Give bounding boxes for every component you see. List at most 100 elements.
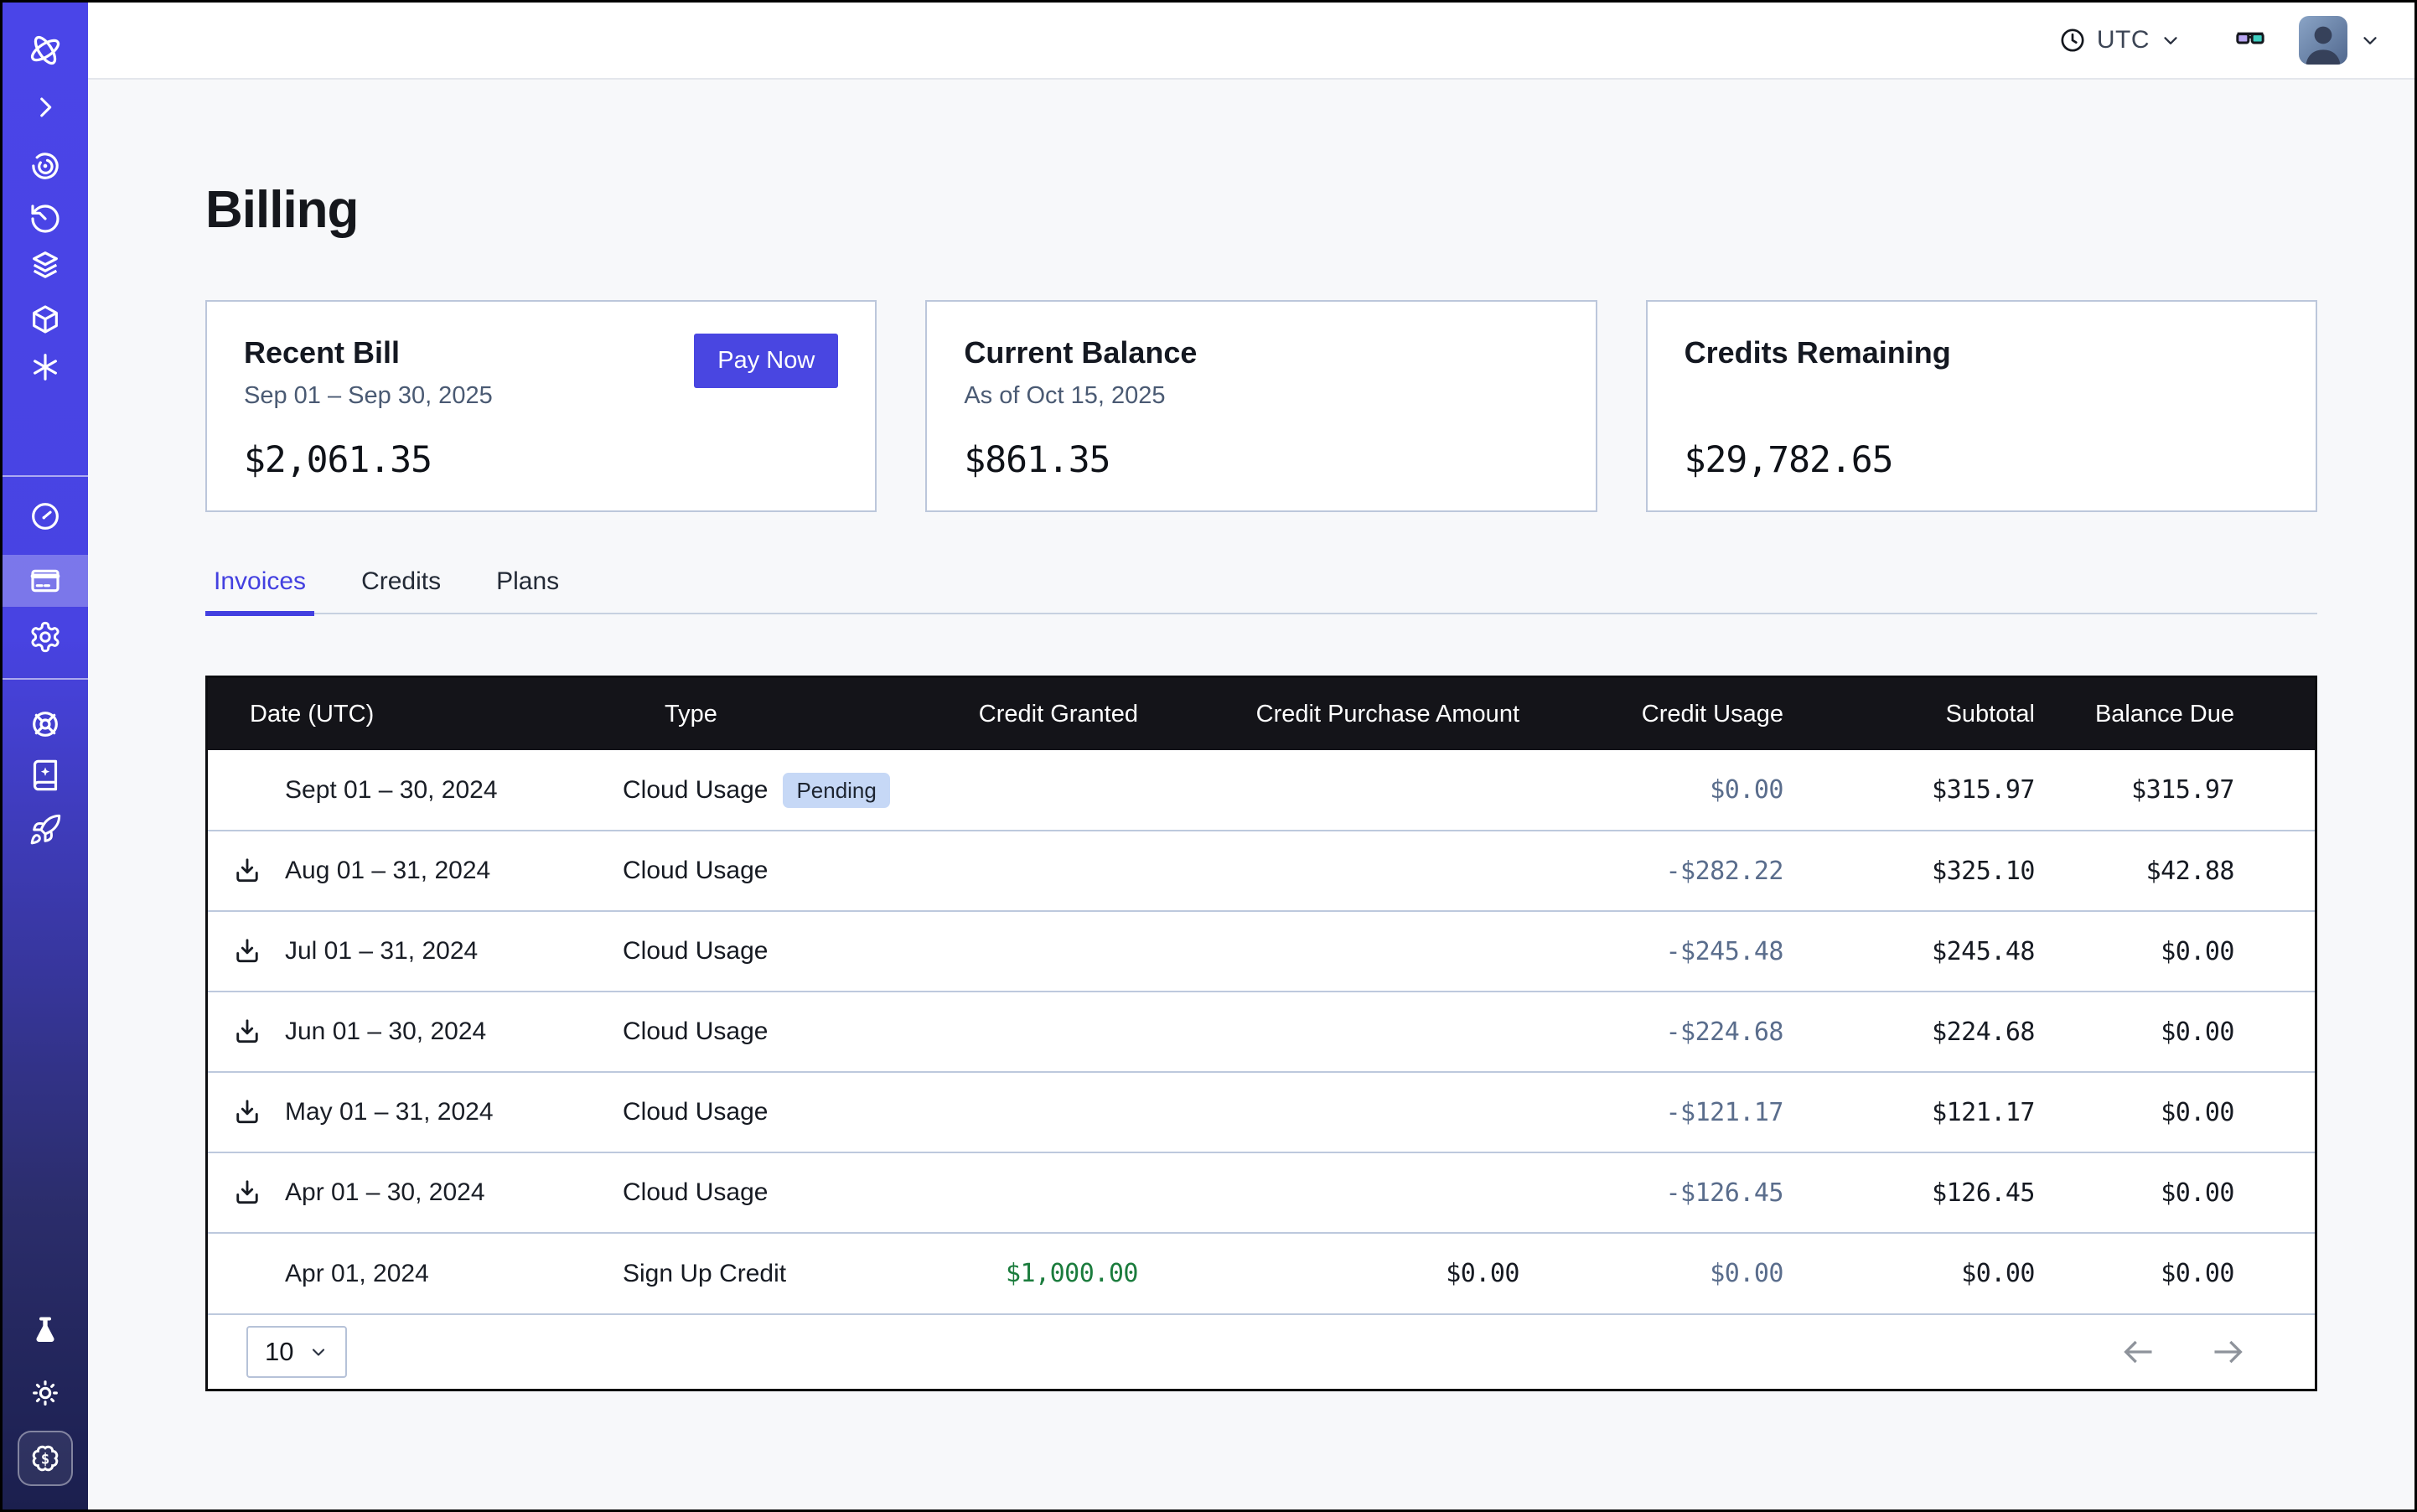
invoice-period: Apr 01 – 30, 2024 xyxy=(285,1178,485,1207)
credit-purchase-amount-cell xyxy=(1172,1072,1553,1152)
clock-icon xyxy=(2058,26,2087,54)
credit-usage-cell: -$282.22 xyxy=(1553,831,1817,911)
card-subtitle: As of Oct 15, 2025 xyxy=(964,382,1558,412)
sidebar-item-support[interactable] xyxy=(28,707,62,741)
download-placeholder xyxy=(231,1258,263,1290)
sidebar-item-usage[interactable] xyxy=(28,500,62,533)
credit-granted-cell xyxy=(912,992,1172,1072)
invoice-type: Cloud Usage xyxy=(623,937,768,966)
sidebar-item-assistant[interactable] xyxy=(29,351,61,383)
user-avatar[interactable] xyxy=(2299,16,2347,65)
sidebar-item-labs[interactable] xyxy=(28,1314,62,1348)
chevron-down-icon xyxy=(2359,29,2381,51)
credit-usage-cell: -$121.17 xyxy=(1553,1072,1817,1152)
credit-usage-cell: -$126.45 xyxy=(1553,1152,1817,1233)
invoice-period: Jul 01 – 31, 2024 xyxy=(285,937,478,966)
page-size-select[interactable]: 10 xyxy=(246,1326,347,1378)
credits-remaining-card: Credits Remaining $29,782.65 xyxy=(1646,300,2317,512)
invoice-date-cell: Jul 01 – 31, 2024 xyxy=(208,911,623,992)
invoice-type: Cloud Usage xyxy=(623,1178,768,1207)
sidebar-item-settings[interactable] xyxy=(28,620,62,654)
previous-page-button[interactable] xyxy=(2120,1334,2156,1370)
subtotal-cell: $315.97 xyxy=(1817,750,2068,831)
invoices-table: Date (UTC) Type Credit Granted Credit Pu… xyxy=(208,678,2315,1313)
brand-logo-icon xyxy=(26,31,65,70)
balance-due-cell: $0.00 xyxy=(2068,1152,2315,1233)
subtotal-cell: $245.48 xyxy=(1817,911,2068,992)
download-icon xyxy=(232,856,262,886)
tab-plans[interactable]: Plans xyxy=(488,567,567,616)
credit-purchase-amount-cell: $0.00 xyxy=(1172,1233,1553,1313)
invoice-type-cell: Cloud Usage xyxy=(623,831,912,911)
credit-granted-cell xyxy=(912,1072,1172,1152)
topbar: UTC xyxy=(88,3,2414,80)
download-invoice-button[interactable] xyxy=(231,1177,263,1209)
download-invoice-button[interactable] xyxy=(231,1096,263,1128)
reader-mode-button[interactable] xyxy=(2233,23,2267,57)
invoice-date-cell: May 01 – 31, 2024 xyxy=(208,1072,623,1152)
timezone-label: UTC xyxy=(2097,26,2150,54)
recent-bill-amount: $2,061.35 xyxy=(244,439,838,481)
invoice-type-cell: Cloud Usage xyxy=(623,911,912,992)
sidebar-item-layers[interactable] xyxy=(28,248,62,282)
sidebar-item-observability[interactable] xyxy=(28,149,62,183)
invoice-type: Cloud Usage xyxy=(623,1098,768,1126)
credit-purchase-amount-cell xyxy=(1172,750,1553,831)
subtotal-cell: $224.68 xyxy=(1817,992,2068,1072)
table-pagination: 10 xyxy=(208,1313,2315,1389)
invoice-date-cell: Sept 01 – 30, 2024 xyxy=(208,750,623,831)
sidebar-item-theme[interactable] xyxy=(28,1376,62,1410)
credit-usage-cell: $0.00 xyxy=(1553,750,1817,831)
sidebar-item-billing[interactable] xyxy=(3,555,88,607)
user-menu-button[interactable] xyxy=(2359,29,2381,51)
invoice-period: Apr 01, 2024 xyxy=(285,1260,429,1288)
invoice-type: Cloud Usage xyxy=(623,1017,768,1046)
balance-due-cell: $0.00 xyxy=(2068,911,2315,992)
table-header-row: Date (UTC) Type Credit Granted Credit Pu… xyxy=(208,678,2315,750)
download-invoice-button[interactable] xyxy=(231,855,263,887)
invoice-type-cell: Cloud UsagePending xyxy=(623,750,912,831)
invoice-type: Cloud Usage xyxy=(623,857,768,885)
credit-granted-cell xyxy=(912,831,1172,911)
credit-purchase-amount-cell xyxy=(1172,1152,1553,1233)
sidebar-item-history[interactable] xyxy=(28,202,62,236)
invoice-row: Sept 01 – 30, 2024Cloud UsagePending $0.0… xyxy=(208,750,2315,831)
card-title: Current Balance xyxy=(964,335,1558,370)
sidebar-item-launch[interactable] xyxy=(28,813,62,847)
invoice-type: Sign Up Credit xyxy=(623,1260,786,1288)
balance-due-cell: $42.88 xyxy=(2068,831,2315,911)
download-icon xyxy=(232,936,262,966)
invoice-date-cell: Apr 01, 2024 xyxy=(208,1233,623,1313)
sidebar-item-docs[interactable] xyxy=(28,759,62,792)
timezone-selector[interactable]: UTC xyxy=(2058,26,2182,54)
column-header-balance-due: Balance Due xyxy=(2068,678,2315,750)
billing-tabs: Invoices Credits Plans xyxy=(205,567,2317,614)
subtotal-cell: $126.45 xyxy=(1817,1152,2068,1233)
column-header-type: Type xyxy=(623,678,912,750)
invoice-row: Apr 01, 2024Sign Up Credit$1,000.00$0.00… xyxy=(208,1233,2315,1313)
sidebar-expand-button[interactable] xyxy=(31,93,60,122)
credit-usage-cell: -$245.48 xyxy=(1553,911,1817,992)
tab-invoices[interactable]: Invoices xyxy=(205,567,314,616)
download-icon xyxy=(232,1017,262,1047)
credit-purchase-amount-cell xyxy=(1172,992,1553,1072)
invoice-date-cell: Aug 01 – 31, 2024 xyxy=(208,831,623,911)
invoice-row: Aug 01 – 31, 2024Cloud Usage-$282.22$325… xyxy=(208,831,2315,911)
invoice-row: Jun 01 – 30, 2024Cloud Usage-$224.68$224… xyxy=(208,992,2315,1072)
credit-granted-cell xyxy=(912,1152,1172,1233)
chevron-down-icon xyxy=(308,1342,329,1362)
next-page-button[interactable] xyxy=(2211,1334,2246,1370)
recent-bill-card: Recent Bill Sep 01 – Sep 30, 2025 $2,061… xyxy=(205,300,877,512)
sidebar-item-sandbox[interactable] xyxy=(28,303,62,336)
download-invoice-button[interactable] xyxy=(231,935,263,967)
download-invoice-button[interactable] xyxy=(231,1016,263,1048)
credits-remaining-amount: $29,782.65 xyxy=(1685,439,2279,481)
invoice-date-cell: Apr 01 – 30, 2024 xyxy=(208,1152,623,1233)
tab-credits[interactable]: Credits xyxy=(353,567,449,616)
balance-due-cell: $0.00 xyxy=(2068,992,2315,1072)
pay-now-button[interactable]: Pay Now xyxy=(694,334,838,388)
sidebar-item-credits[interactable]: $ xyxy=(18,1431,73,1486)
invoice-period: Aug 01 – 31, 2024 xyxy=(285,857,490,885)
glasses-icon xyxy=(2233,23,2267,57)
billing-card-icon xyxy=(28,564,62,598)
